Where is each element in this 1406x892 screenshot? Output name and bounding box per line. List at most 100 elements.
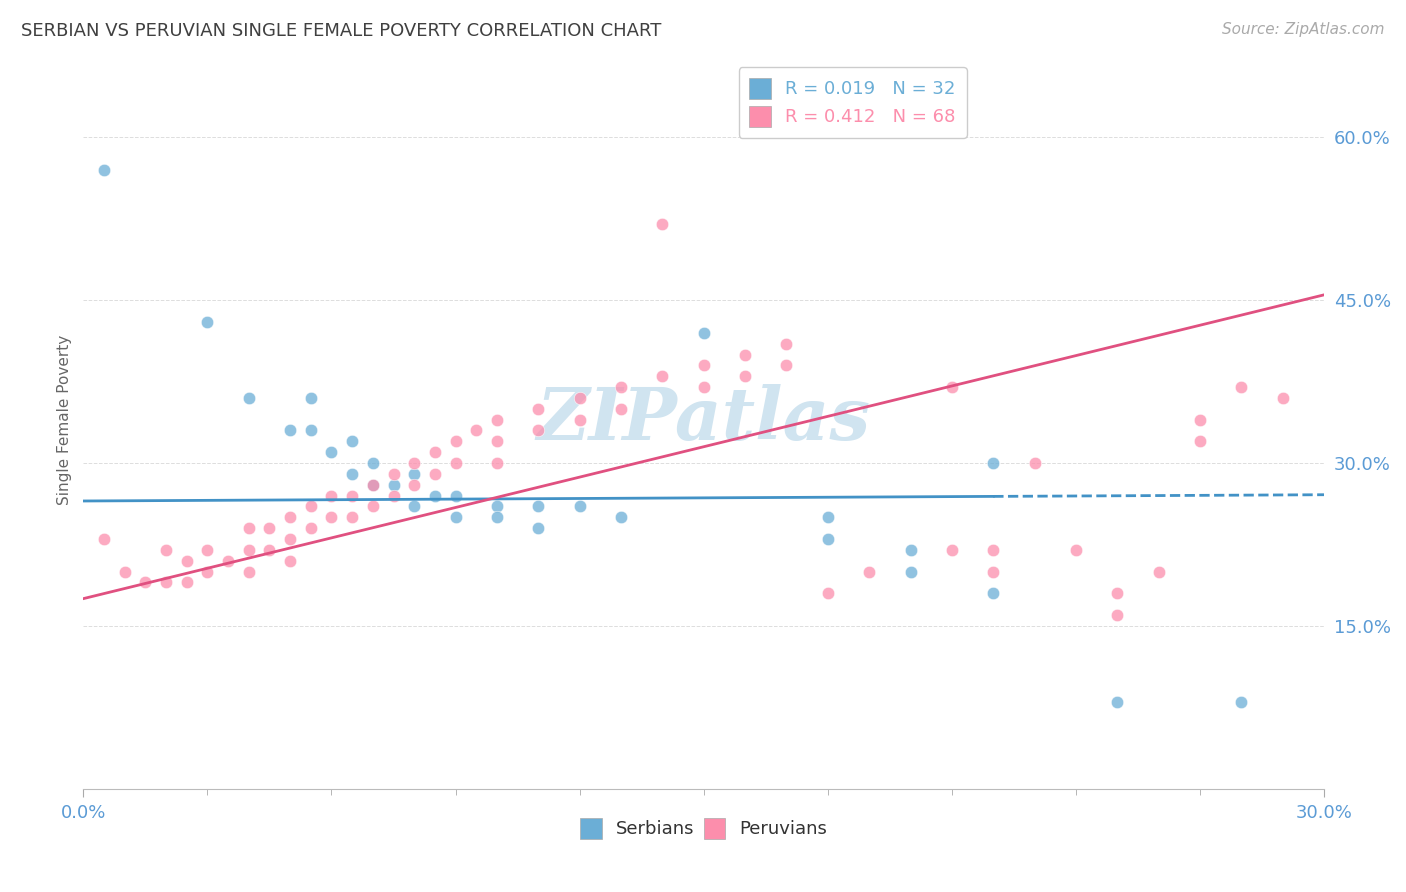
Point — [93, 532, 115, 546]
Point — [610, 510, 633, 524]
Point — [195, 542, 218, 557]
Point — [404, 477, 426, 491]
Point — [981, 456, 1004, 470]
Point — [238, 565, 260, 579]
Point — [176, 554, 198, 568]
Point — [941, 380, 963, 394]
Point — [568, 500, 591, 514]
Point — [485, 434, 508, 449]
Point — [1064, 542, 1087, 557]
Point — [693, 326, 716, 340]
Point — [340, 489, 363, 503]
Point — [485, 500, 508, 514]
Point — [610, 401, 633, 416]
Point — [527, 401, 550, 416]
Point — [382, 467, 405, 481]
Point — [1107, 695, 1129, 709]
Point — [1230, 380, 1253, 394]
Point — [114, 565, 136, 579]
Point — [361, 500, 384, 514]
Point — [981, 542, 1004, 557]
Point — [900, 542, 922, 557]
Point — [155, 542, 177, 557]
Point — [485, 412, 508, 426]
Point — [340, 510, 363, 524]
Point — [568, 391, 591, 405]
Point — [382, 489, 405, 503]
Point — [817, 532, 839, 546]
Point — [444, 489, 467, 503]
Point — [1271, 391, 1294, 405]
Point — [195, 565, 218, 579]
Point — [527, 521, 550, 535]
Point — [1024, 456, 1046, 470]
Point — [423, 467, 446, 481]
Point — [734, 369, 756, 384]
Point — [1107, 586, 1129, 600]
Point — [941, 542, 963, 557]
Point — [404, 456, 426, 470]
Point — [321, 510, 343, 524]
Point — [195, 315, 218, 329]
Point — [299, 424, 322, 438]
Point — [527, 500, 550, 514]
Point — [299, 521, 322, 535]
Point — [93, 163, 115, 178]
Point — [1189, 434, 1212, 449]
Point — [404, 467, 426, 481]
Point — [527, 424, 550, 438]
Point — [693, 380, 716, 394]
Point — [775, 359, 797, 373]
Point — [423, 445, 446, 459]
Point — [651, 217, 673, 231]
Point — [900, 120, 922, 134]
Point — [278, 510, 301, 524]
Point — [259, 542, 281, 557]
Point — [155, 575, 177, 590]
Point — [734, 347, 756, 361]
Point — [278, 532, 301, 546]
Point — [361, 477, 384, 491]
Point — [817, 586, 839, 600]
Point — [134, 575, 156, 590]
Point — [321, 445, 343, 459]
Point — [817, 510, 839, 524]
Point — [1189, 412, 1212, 426]
Point — [485, 510, 508, 524]
Point — [238, 542, 260, 557]
Point — [278, 424, 301, 438]
Point — [321, 489, 343, 503]
Text: Source: ZipAtlas.com: Source: ZipAtlas.com — [1222, 22, 1385, 37]
Point — [278, 554, 301, 568]
Point — [465, 424, 488, 438]
Legend: Serbians, Peruvians: Serbians, Peruvians — [572, 811, 835, 846]
Point — [361, 477, 384, 491]
Point — [299, 500, 322, 514]
Point — [1107, 607, 1129, 622]
Point — [651, 369, 673, 384]
Point — [693, 359, 716, 373]
Point — [340, 467, 363, 481]
Point — [238, 391, 260, 405]
Point — [176, 575, 198, 590]
Point — [485, 456, 508, 470]
Point — [299, 391, 322, 405]
Point — [568, 412, 591, 426]
Point — [981, 565, 1004, 579]
Y-axis label: Single Female Poverty: Single Female Poverty — [58, 334, 72, 505]
Point — [981, 586, 1004, 600]
Point — [259, 521, 281, 535]
Point — [361, 456, 384, 470]
Point — [444, 510, 467, 524]
Point — [444, 456, 467, 470]
Point — [1230, 695, 1253, 709]
Point — [404, 500, 426, 514]
Text: SERBIAN VS PERUVIAN SINGLE FEMALE POVERTY CORRELATION CHART: SERBIAN VS PERUVIAN SINGLE FEMALE POVERT… — [21, 22, 661, 40]
Point — [858, 565, 880, 579]
Point — [775, 336, 797, 351]
Text: ZIPatlas: ZIPatlas — [537, 384, 870, 455]
Point — [217, 554, 239, 568]
Point — [610, 380, 633, 394]
Point — [340, 434, 363, 449]
Point — [1147, 565, 1170, 579]
